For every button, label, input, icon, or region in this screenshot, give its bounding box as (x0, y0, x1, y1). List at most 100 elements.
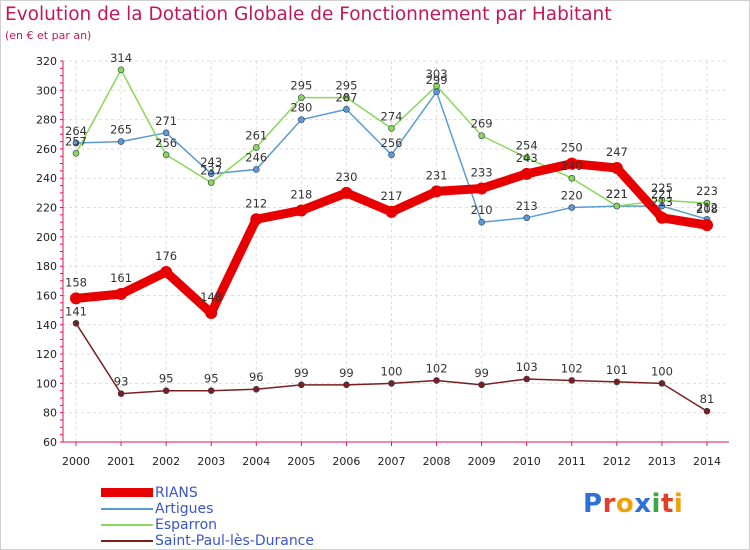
data-point-artigues (207, 170, 215, 178)
logo-letter: i (651, 489, 661, 519)
data-label-esparron: 237 (200, 164, 222, 178)
legend-label: Esparron (155, 517, 218, 533)
legend-item-esparron: Esparron (97, 517, 357, 533)
data-point-rians (520, 167, 533, 180)
y-tick-label: 140 (36, 319, 57, 332)
data-label-esparron: 240 (561, 159, 583, 173)
data-point-artigues (252, 166, 260, 173)
data-label-rians: 250 (561, 141, 583, 155)
data-label-saint-paul-l-s-durance: 102 (426, 361, 448, 375)
data-label-esparron: 256 (155, 136, 177, 150)
y-tick-label: 80 (43, 407, 57, 420)
y-tick-label: 200 (36, 231, 57, 244)
data-point-esparron (298, 94, 305, 101)
data-label-rians: 231 (426, 168, 448, 182)
y-tick-label: 120 (36, 348, 57, 361)
x-tick-label: 2004 (242, 455, 270, 468)
data-label-rians: 233 (471, 165, 493, 179)
chart-title: Evolution de la Dotation Globale de Fonc… (5, 4, 612, 25)
data-label-rians: 218 (290, 187, 312, 201)
data-label-rians: 243 (516, 151, 538, 165)
data-point-artigues (568, 204, 576, 211)
data-label-artigues: 280 (290, 101, 312, 115)
data-label-saint-paul-l-s-durance: 141 (65, 304, 87, 318)
legend-item-artigues: Artigues (97, 501, 357, 517)
data-label-artigues: 210 (471, 203, 493, 217)
data-label-saint-paul-l-s-durance: 95 (204, 372, 219, 386)
x-tick-label: 2002 (152, 455, 180, 468)
data-label-saint-paul-l-s-durance: 93 (114, 375, 129, 389)
data-label-esparron: 261 (245, 128, 267, 142)
data-label-rians: 213 (651, 195, 673, 209)
logo-letter: o (615, 489, 635, 519)
data-point-rians (250, 213, 263, 226)
data-point-saint-paul-l-s-durance (613, 378, 621, 386)
data-point-rians (430, 185, 443, 198)
data-label-artigues: 220 (561, 189, 583, 203)
data-label-artigues: 271 (155, 114, 177, 128)
data-label-rians: 158 (65, 275, 87, 289)
data-point-saint-paul-l-s-durance (252, 385, 260, 393)
proxiti-logo: Proxiti (583, 489, 683, 519)
data-point-esparron (568, 174, 576, 182)
data-point-rians (295, 204, 308, 217)
data-label-artigues: 221 (651, 187, 673, 201)
x-tick-label: 2012 (603, 455, 631, 468)
legend-label: Saint-Paul-lès-Durance (155, 533, 314, 549)
data-point-esparron (703, 199, 711, 207)
data-point-artigues (72, 139, 80, 147)
legend-item-saint-paul-l-s-durance: Saint-Paul-lès-Durance (97, 533, 357, 549)
x-tick-label: 2011 (558, 455, 586, 468)
data-label-rians: 161 (110, 271, 132, 285)
data-label-artigues: 256 (381, 136, 403, 150)
y-tick-label: 160 (36, 289, 57, 302)
data-point-artigues (298, 116, 305, 123)
x-tick-label: 2003 (197, 455, 225, 468)
data-point-saint-paul-l-s-durance (343, 381, 350, 389)
data-label-artigues: 213 (516, 199, 538, 213)
data-point-saint-paul-l-s-durance (433, 377, 440, 384)
x-tick-label: 2008 (423, 455, 451, 468)
data-point-saint-paul-l-s-durance (388, 380, 395, 387)
data-point-saint-paul-l-s-durance (117, 390, 125, 397)
x-tick-label: 2014 (693, 455, 721, 468)
x-tick-label: 2000 (62, 455, 90, 468)
data-label-rians: 148 (200, 290, 222, 304)
data-point-artigues (162, 129, 170, 137)
y-tick-label: 60 (43, 436, 57, 449)
data-point-saint-paul-l-s-durance (207, 387, 215, 395)
data-point-saint-paul-l-s-durance (72, 320, 80, 327)
y-tick-label: 180 (36, 260, 57, 273)
data-point-saint-paul-l-s-durance (523, 375, 531, 383)
logo-letter: i (673, 489, 684, 519)
data-point-esparron (388, 125, 395, 132)
y-tick-label: 280 (36, 114, 57, 127)
x-tick-label: 2007 (378, 455, 406, 468)
x-tick-label: 2010 (513, 455, 541, 468)
data-label-saint-paul-l-s-durance: 101 (606, 363, 628, 377)
data-label-esparron: 274 (381, 109, 403, 123)
data-point-saint-paul-l-s-durance (298, 381, 305, 389)
legend-swatch (101, 508, 153, 510)
data-point-rians (115, 287, 128, 300)
data-label-esparron: 223 (696, 184, 718, 198)
data-label-rians: 176 (155, 249, 177, 263)
axes: 60 80 100 120 140 160 180 200 220 240 260 280 300 320… (36, 55, 729, 468)
data-label-artigues: 299 (426, 73, 448, 87)
data-point-rians (160, 266, 173, 279)
data-label-artigues: 265 (110, 123, 132, 137)
logo-letter: x (634, 489, 652, 519)
data-point-esparron (252, 144, 260, 151)
data-point-rians (340, 186, 353, 199)
data-point-artigues (343, 106, 350, 113)
y-tick-label: 240 (36, 172, 57, 185)
data-label-saint-paul-l-s-durance: 96 (249, 370, 264, 384)
data-label-saint-paul-l-s-durance: 81 (700, 392, 715, 406)
data-label-esparron: 269 (471, 117, 493, 131)
data-label-rians: 208 (696, 202, 718, 216)
data-point-saint-paul-l-s-durance (658, 380, 666, 387)
logo-letter: r (602, 489, 616, 519)
data-label-esparron: 303 (426, 67, 448, 81)
y-tick-label: 260 (36, 143, 57, 156)
